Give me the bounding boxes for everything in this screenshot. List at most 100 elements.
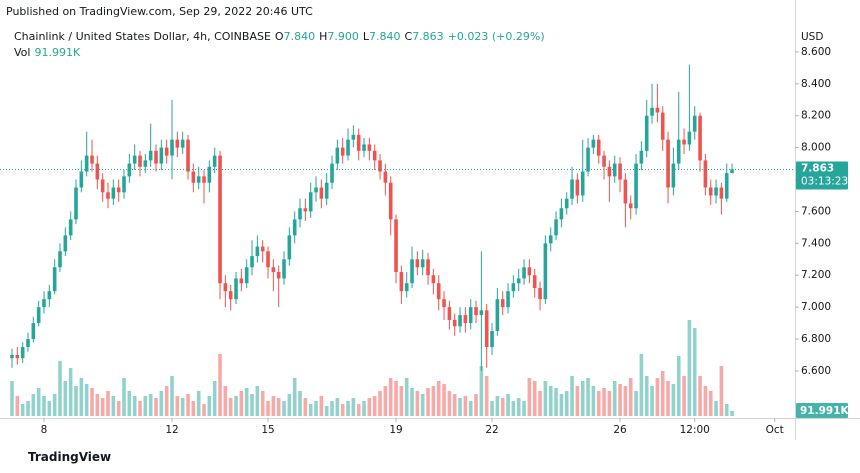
- candle-body: [708, 187, 713, 196]
- candle-body: [495, 299, 500, 332]
- candle-body: [442, 299, 446, 308]
- candle-body: [490, 331, 494, 348]
- volume-title: Vol: [14, 46, 31, 59]
- candle-body: [111, 187, 116, 199]
- candle-body: [287, 235, 292, 260]
- volume-bar: [159, 391, 164, 416]
- volume-bar: [511, 401, 516, 416]
- candle-body: [143, 160, 148, 167]
- volume-bar: [154, 398, 158, 416]
- candle-body: [42, 299, 46, 308]
- volume-bar: [516, 398, 521, 416]
- candle-body: [484, 310, 489, 348]
- candle-body: [308, 192, 313, 212]
- candle-body: [602, 155, 606, 167]
- candle-body: [20, 347, 25, 359]
- volume-bar: [116, 401, 121, 416]
- y-tick-label: 7.000: [801, 301, 831, 313]
- candle-body: [548, 235, 553, 244]
- volume-bar: [250, 394, 254, 416]
- candle-body: [618, 163, 622, 180]
- x-tick-label: 12: [165, 424, 178, 436]
- volume-bar: [495, 396, 500, 416]
- candle-body: [388, 182, 393, 220]
- volume-bar: [15, 396, 20, 416]
- candle-body: [506, 291, 510, 308]
- candle-body: [223, 283, 228, 292]
- candle-body: [138, 155, 142, 167]
- candle-body: [271, 267, 276, 273]
- candle-body: [186, 139, 190, 172]
- candle-body: [191, 171, 196, 183]
- candle-body: [47, 291, 52, 300]
- candle-body: [95, 163, 100, 180]
- volume-legend: 91.991K: [34, 46, 81, 59]
- volume-bar: [623, 386, 628, 416]
- candle-body: [452, 319, 457, 327]
- candle-body: [100, 179, 105, 193]
- countdown: 03:13:23: [801, 175, 848, 187]
- volume-bar: [207, 396, 212, 416]
- candle-body: [591, 139, 596, 148]
- volume-bar: [346, 401, 350, 416]
- volume-bar: [527, 378, 532, 416]
- candle-body: [538, 288, 542, 300]
- volume-bar: [388, 378, 393, 416]
- ohlc-value: 7.900: [327, 30, 359, 43]
- volume-bar: [100, 398, 105, 416]
- ohlc-value: 7.863: [412, 30, 444, 43]
- candle-body: [458, 315, 462, 327]
- candle-body: [730, 169, 734, 174]
- volume-bar: [282, 401, 286, 416]
- volume-bar: [602, 388, 606, 416]
- volume-bar: [676, 356, 681, 416]
- candle-body: [474, 307, 478, 316]
- last-price-label: 7.863: [801, 162, 834, 174]
- candle-body: [180, 139, 185, 148]
- volume-bar: [543, 381, 548, 416]
- volume-bar: [191, 401, 196, 416]
- volume-bar: [586, 378, 590, 416]
- volume-bar: [356, 404, 361, 416]
- candle-body: [628, 203, 633, 209]
- candle-body: [340, 147, 345, 156]
- volume-bar: [164, 386, 169, 416]
- candle-body: [74, 187, 78, 220]
- volume-bar: [500, 398, 505, 416]
- volume-bar: [458, 398, 462, 416]
- ohlc-key: C: [404, 30, 413, 43]
- volume-bar: [276, 398, 281, 416]
- volume-bar: [634, 391, 638, 416]
- candle-body: [175, 139, 180, 148]
- candle-body: [207, 166, 212, 183]
- volume-bar: [68, 368, 73, 416]
- volume-bar: [308, 404, 313, 416]
- candle-body: [335, 147, 340, 164]
- candle-body: [260, 246, 265, 252]
- candle-body: [31, 323, 36, 340]
- volume-bar: [138, 401, 142, 416]
- volume-bar: [708, 391, 713, 416]
- candle-body: [415, 259, 420, 268]
- volume-bar: [372, 396, 377, 416]
- candle-body: [196, 176, 201, 183]
- last-price-box: [796, 161, 848, 190]
- candle-body: [655, 107, 660, 113]
- candle-body: [554, 219, 558, 236]
- brand: TradingView: [28, 450, 112, 464]
- symbol: Chainlink / United States Dollar, 4h, CO…: [14, 30, 271, 43]
- volume-bar: [175, 396, 180, 416]
- candle-body: [202, 176, 206, 183]
- candle-body: [511, 283, 516, 292]
- candle-body: [58, 251, 62, 268]
- ohlc-value: 7.840: [369, 30, 401, 43]
- volume-bar: [31, 394, 36, 416]
- candle-body: [106, 192, 110, 199]
- volume-bar: [314, 401, 318, 416]
- volume-legend-row: Vol 91.991K: [14, 46, 80, 59]
- candle-body: [586, 147, 590, 172]
- candle-body: [234, 278, 238, 300]
- candle-body: [351, 134, 356, 140]
- volume-bar: [58, 361, 62, 416]
- candle-body: [522, 267, 526, 279]
